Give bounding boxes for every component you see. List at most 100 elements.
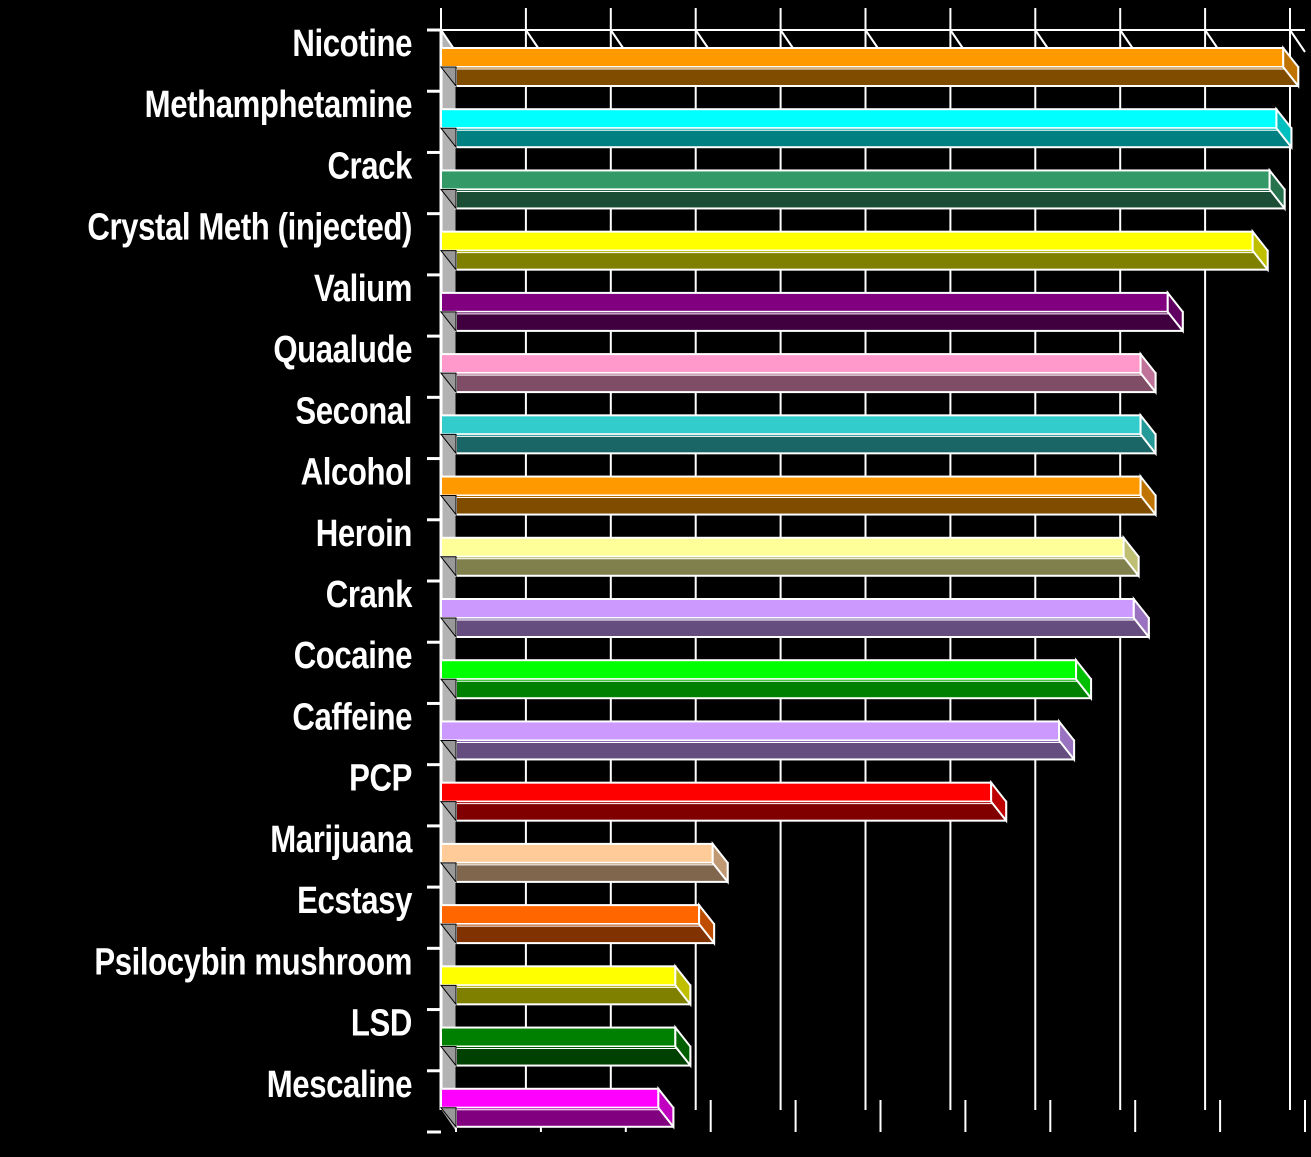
bar-left-cap <box>439 250 457 272</box>
bar-front-face <box>455 984 692 1006</box>
bar-left-cap <box>439 862 457 884</box>
bar-end-cap <box>1139 412 1157 457</box>
bar-front-face <box>455 372 1157 394</box>
bar-left-cap <box>439 1046 457 1067</box>
category-label: Quaalude <box>273 329 412 371</box>
category-label: Caffeine <box>292 697 412 739</box>
bar-seam <box>440 188 1285 192</box>
bar-end-cap <box>990 779 1008 824</box>
bar <box>439 290 1184 334</box>
bar-end-cap <box>1251 228 1269 273</box>
bar-top-face <box>440 230 1254 252</box>
category-label: Mescaline <box>267 1064 412 1106</box>
category-label: Crack <box>327 146 413 188</box>
category-label: Cocaine <box>294 635 412 677</box>
bar <box>439 106 1293 151</box>
bar-left-cap <box>439 678 457 700</box>
bar-end-cap <box>657 1085 675 1130</box>
bar-top-face <box>440 781 993 803</box>
bar-left-cap <box>439 1107 457 1129</box>
bar-end-cap <box>1139 473 1157 518</box>
bar-front-face <box>455 555 1140 577</box>
bar <box>439 167 1286 212</box>
bar <box>439 718 1076 763</box>
bar-seam <box>440 66 1299 70</box>
bar-end-cap <box>711 841 729 885</box>
category-label: Alcohol <box>301 452 412 494</box>
category-label: Methamphetamine <box>145 84 412 126</box>
bar-front-face <box>455 310 1184 332</box>
bar <box>439 963 692 1008</box>
category-label: Valium <box>314 268 412 310</box>
category-label: Ecstasy <box>297 880 413 922</box>
bar-front-face <box>455 800 1008 822</box>
category-label: Crank <box>326 574 413 616</box>
gridline-depth <box>1289 29 1306 53</box>
bar-end-cap <box>1166 290 1184 334</box>
bar-top-face <box>440 291 1169 313</box>
bar <box>439 45 1300 89</box>
bar-seam <box>440 250 1268 254</box>
bar-front-face <box>455 188 1286 210</box>
bar <box>439 841 729 885</box>
bar-left-cap <box>439 495 457 516</box>
bar-left-cap <box>439 556 457 578</box>
bar-front-face <box>455 494 1157 516</box>
bar-seam <box>440 556 1139 560</box>
bar-top-face <box>440 475 1142 497</box>
bar-seam <box>440 433 1156 437</box>
category-label: Marijuana <box>270 819 413 861</box>
bar-seam <box>440 984 691 988</box>
bar-seam <box>440 862 728 866</box>
bar-seam <box>440 311 1183 315</box>
category-label: LSD <box>351 1003 412 1045</box>
bar-front-face <box>455 1045 692 1067</box>
bar-seam <box>440 739 1075 743</box>
bar-seam <box>440 923 715 927</box>
bar-top-face <box>440 47 1285 68</box>
bar-top-face <box>440 904 701 926</box>
category-label: PCP <box>349 758 412 800</box>
bar-top-face <box>440 1087 660 1109</box>
bar-end-cap <box>1268 167 1286 212</box>
bar-end-cap <box>674 1024 692 1069</box>
bar-seam <box>440 801 1007 805</box>
bar <box>439 779 1008 824</box>
bar-end-cap <box>674 963 692 1008</box>
bar-left-cap <box>439 311 457 333</box>
bar <box>439 902 716 946</box>
bar <box>439 1085 675 1130</box>
bar-front-face <box>455 249 1269 271</box>
bar-seam <box>440 678 1092 682</box>
bar-left-cap <box>439 372 457 394</box>
bar-front-face <box>455 678 1093 700</box>
bar-end-cap <box>1075 657 1093 702</box>
bar-front-face <box>455 1106 675 1128</box>
bar <box>439 351 1157 395</box>
bar-end-cap <box>1282 45 1300 89</box>
bar-front-face <box>455 127 1293 149</box>
category-label: Nicotine <box>292 23 412 65</box>
bar <box>439 473 1157 518</box>
bar-end-cap <box>1139 351 1157 395</box>
bar-end-cap <box>1058 718 1076 763</box>
bar <box>439 1024 692 1069</box>
bar-left-cap <box>439 984 457 1006</box>
bar-front-face <box>455 617 1150 638</box>
bar-top-face <box>440 414 1142 436</box>
bar-seam <box>440 372 1156 376</box>
bar <box>439 534 1140 579</box>
bar-end-cap <box>1275 106 1293 151</box>
bar-top-face <box>440 720 1061 742</box>
bar <box>439 412 1157 457</box>
bar-top-face <box>440 108 1278 130</box>
bar-left-cap <box>439 617 457 639</box>
bar-top-face <box>440 842 714 864</box>
bar-top-face <box>440 1026 677 1048</box>
bar <box>439 228 1269 273</box>
bar-top-face <box>440 659 1078 681</box>
category-label: Crystal Meth (injected) <box>87 207 412 249</box>
bar-seam <box>440 127 1292 131</box>
